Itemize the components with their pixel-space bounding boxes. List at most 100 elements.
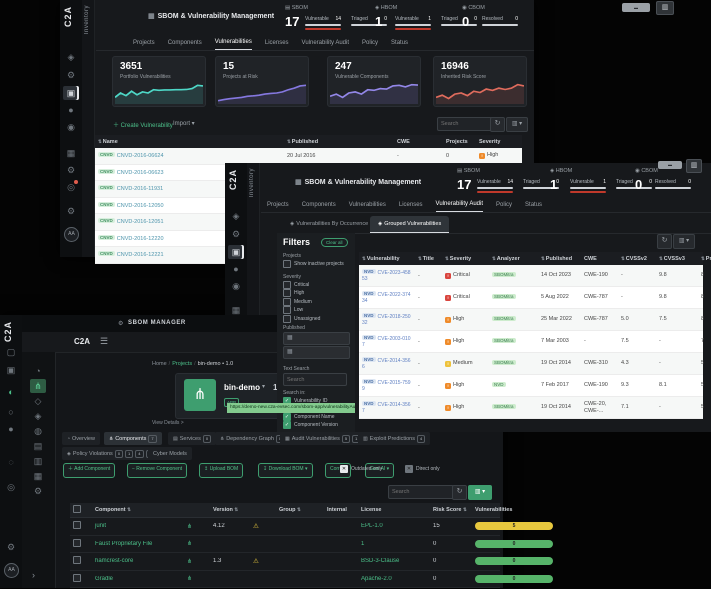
tab-policy-violations[interactable]: ◈Policy Violations0140 — [62, 447, 159, 460]
cve-link[interactable]: CVE-2003-0107 — [362, 335, 411, 348]
table-row[interactable]: NVD CVE-2015-7599-! High NVD 7 Feb 2017 CWE-1… — [359, 375, 704, 397]
component-link[interactable]: junit — [95, 523, 107, 530]
cve-link[interactable]: CVE-2023-45853 — [362, 269, 411, 282]
outdated-only-checkbox[interactable]: ✕ — [340, 465, 348, 473]
table-row[interactable]: junit ⋔ 4.12 ⚠ EPL-1.0 15 5 — [70, 518, 553, 536]
download-bom-button[interactable]: ↧ Download BOM ▾ — [258, 463, 313, 478]
document-icon[interactable]: ▥ — [33, 456, 43, 466]
row-checkbox[interactable] — [73, 556, 81, 565]
pin-icon[interactable]: ◎ — [7, 482, 15, 492]
tab-policy[interactable]: Policy — [496, 202, 513, 208]
tab-policy[interactable]: Policy — [362, 40, 379, 46]
refresh-button[interactable]: ↻ — [657, 234, 672, 249]
column-header-projects[interactable]: Projects — [446, 138, 468, 145]
lock-icon[interactable]: ◉ — [232, 281, 240, 291]
tab-components[interactable]: ⋔ Components 7 — [104, 432, 162, 445]
subtab-vulnerabilities-by-occurrence[interactable]: ◈ Vulnerabilities By Occurrence — [290, 221, 369, 227]
column-header-cvssv2[interactable]: ⇅CVSSv2 — [621, 255, 647, 262]
settings-icon[interactable]: ⚙ — [33, 486, 43, 496]
gear-icon[interactable]: ⚙ — [231, 229, 241, 239]
license-link[interactable]: BSD-3-Clause — [361, 558, 400, 565]
license-link[interactable]: 1 — [361, 540, 365, 547]
security-icon[interactable]: ◈ — [34, 411, 42, 421]
published-from-input[interactable]: ▦ — [283, 332, 350, 345]
clear-all-button[interactable]: Clear all — [321, 238, 348, 247]
row-checkbox[interactable] — [73, 521, 81, 530]
tab-exploit-predictions[interactable]: ▥ Exploit Predictions 4 — [358, 432, 431, 445]
component-search-input[interactable] — [388, 485, 454, 499]
gear-icon[interactable]: ⚙ — [66, 70, 76, 80]
tab-projects[interactable]: Projects — [267, 202, 289, 208]
outdated-only-toggle[interactable]: ✕ Outdated only — [340, 465, 382, 473]
remove-component-button[interactable]: − Remove Component — [127, 463, 188, 478]
settings-icon[interactable]: ⚙ — [66, 165, 76, 175]
table-icon[interactable]: ▦ — [33, 471, 43, 481]
column-header[interactable] — [70, 505, 92, 515]
vulnerability-link[interactable]: CNVD-2016-06623 — [116, 169, 164, 176]
column-header-cvssv3[interactable]: ⇅CVSSv3 — [659, 255, 685, 262]
table-row[interactable]: hamcrest-core ⋔ 1.3 ⚠ BSD-3-Clause 0 0 — [70, 553, 553, 571]
services-icon[interactable]: ◇ — [34, 396, 42, 406]
tab-services[interactable]: ▤ Services 0 — [168, 432, 217, 445]
component-link[interactable]: Gradle — [95, 575, 114, 582]
tab-vulnerabilities[interactable]: Vulnerabilities — [348, 202, 386, 208]
filter-search-input[interactable] — [283, 373, 347, 386]
select-all-checkbox[interactable] — [73, 505, 81, 513]
checked-checkbox[interactable]: ✓ — [283, 413, 291, 421]
tab-components[interactable]: Components — [167, 40, 202, 46]
column-header-cwe[interactable]: CWE — [584, 255, 597, 262]
tab-audit-vulnerabilities[interactable]: ▦ Audit Vulnerabilities 5 1 — [280, 432, 366, 445]
grid-icon[interactable]: ▦ — [66, 148, 76, 158]
gen-ai-button[interactable]: Gen AI ▾ — [365, 463, 395, 478]
tab-components[interactable]: Components — [301, 202, 336, 208]
settings-icon[interactable]: ⚙ — [6, 542, 16, 552]
component-link[interactable]: hamcrest-core — [95, 558, 134, 565]
component-link[interactable]: Faust Proprietary File — [95, 540, 153, 547]
dot-icon[interactable]: ● — [68, 105, 74, 115]
license-link[interactable]: EPL-1.0 — [361, 523, 383, 530]
direct-only-toggle[interactable]: ✕ Direct only — [405, 465, 440, 473]
module-icon[interactable]: ▢ — [6, 347, 16, 357]
column-header-published[interactable]: ⇅Published — [287, 138, 319, 145]
subtab-grouped-vulnerabilities[interactable]: ◈ Grouped Vulnerabilities — [370, 216, 450, 233]
inventory-icon[interactable]: ▣ — [6, 365, 16, 375]
published-to-input[interactable]: ▦ — [283, 346, 350, 359]
tab-status[interactable]: Status — [391, 40, 409, 46]
dependency-tree-icon[interactable]: ⋔ — [187, 523, 193, 530]
lock-icon[interactable]: ◉ — [67, 122, 75, 132]
checkbox-cell[interactable] — [70, 538, 92, 549]
avatar[interactable]: AA — [4, 563, 19, 578]
checkbox-cell[interactable] — [70, 521, 92, 531]
cve-link[interactable]: CVE-2014-3566 — [362, 357, 411, 370]
search-in-option[interactable]: ✓ Component Version — [283, 421, 338, 429]
avatar[interactable]: AA — [64, 227, 79, 242]
checkbox[interactable] — [283, 260, 291, 268]
chevron-down-icon[interactable]: ▾ — [262, 384, 266, 390]
shield-icon[interactable]: ◈ — [232, 211, 240, 221]
shield-icon[interactable]: ◐ — [8, 387, 14, 397]
dot-icon[interactable]: ● — [233, 264, 239, 274]
table-row[interactable]: CNVD CNVD-2016-06624 20 Jul 2016-0! High — [95, 148, 522, 165]
column-header-analyzer[interactable]: ⇅Analyzer — [492, 255, 520, 262]
column-header-severity[interactable]: ⇅Severity — [445, 255, 472, 262]
tab-cyber-models[interactable]: Cyber Models — [148, 447, 192, 460]
gear-icon[interactable]: ○ — [8, 407, 14, 417]
breadcrumb[interactable]: Home / Projects / bin-demo • 1.0 — [152, 361, 234, 367]
checked-checkbox[interactable]: ✓ — [283, 421, 291, 429]
search-in-option[interactable]: ✓ Component Name — [283, 413, 335, 421]
column-header-projects[interactable]: ⇅Projects — [701, 255, 711, 262]
dependency-tree-icon[interactable]: ⋔ — [187, 541, 193, 548]
network-icon[interactable]: ◍ — [34, 426, 42, 436]
report-icon[interactable]: ▤ — [33, 441, 43, 451]
inventory-icon[interactable]: ▣ — [228, 245, 244, 259]
inventory-icon[interactable]: ▣ — [63, 86, 79, 100]
row-checkbox[interactable] — [73, 573, 81, 582]
cve-link[interactable]: CVE-2015-7599 — [362, 379, 411, 392]
grid-icon[interactable]: ▦ — [231, 305, 241, 315]
checkbox[interactable] — [283, 281, 291, 289]
column-header-name[interactable]: ⇅Name — [98, 138, 118, 145]
extension-panel-icon[interactable]: ▥ — [686, 159, 702, 173]
severity-option-unassigned[interactable]: Unassigned — [283, 314, 320, 323]
tab-licenses[interactable]: Licenses — [398, 202, 423, 208]
table-row[interactable]: NVD CVE-2014-3566-! Medium SBOMitra 19 Oct 2… — [359, 353, 704, 375]
